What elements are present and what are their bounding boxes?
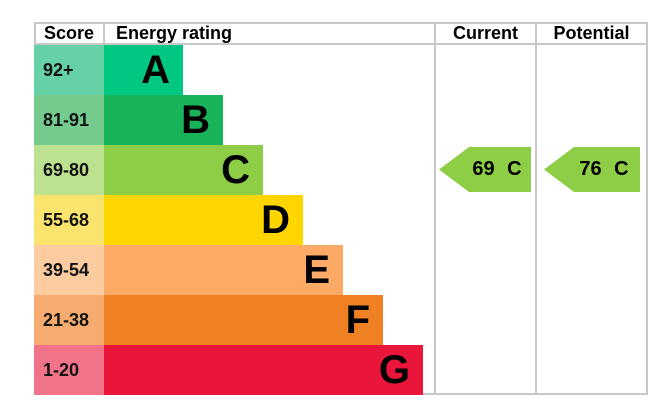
table-right-border bbox=[646, 22, 648, 395]
band-row-f: 21-38 F bbox=[34, 295, 648, 345]
table-top-border bbox=[34, 22, 648, 24]
header-score: Score bbox=[43, 23, 95, 43]
band-row-d: 55-68 D bbox=[34, 195, 648, 245]
band-letter-d: D bbox=[261, 198, 290, 242]
band-bar-e: E bbox=[104, 245, 343, 295]
score-range-d: 55-68 bbox=[34, 195, 104, 245]
band-letter-f: F bbox=[345, 298, 370, 342]
potential-rating-label: 76 C bbox=[579, 158, 629, 180]
band-row-b: 81-91 B bbox=[34, 95, 648, 145]
score-rating-divider bbox=[103, 22, 105, 45]
header-energy-rating: Energy rating bbox=[116, 23, 233, 43]
score-range-b: 81-91 bbox=[34, 95, 104, 145]
band-letter-e: E bbox=[303, 248, 330, 292]
score-range-a: 92+ bbox=[34, 45, 104, 95]
band-bar-f: F bbox=[104, 295, 383, 345]
band-row-a: 92+ A bbox=[34, 45, 648, 95]
band-bar-c: C bbox=[104, 145, 263, 195]
band-letter-a: A bbox=[141, 48, 170, 92]
header-underline bbox=[34, 43, 648, 45]
potential-column-divider bbox=[535, 22, 537, 395]
score-range-g: 1-20 bbox=[34, 345, 104, 395]
current-column-divider bbox=[434, 22, 436, 395]
current-rating-label: 69 C bbox=[472, 158, 522, 180]
band-letter-c: C bbox=[221, 148, 250, 192]
band-letter-b: B bbox=[181, 98, 210, 142]
header-potential: Potential bbox=[553, 23, 630, 43]
score-range-e: 39-54 bbox=[34, 245, 104, 295]
band-bar-g: G bbox=[104, 345, 423, 395]
header-current: Current bbox=[452, 23, 518, 43]
score-range-c: 69-80 bbox=[34, 145, 104, 195]
band-row-e: 39-54 E bbox=[34, 245, 648, 295]
band-row-g: 1-20 G bbox=[34, 345, 648, 395]
header-left-border bbox=[34, 22, 36, 45]
band-bar-a: A bbox=[104, 45, 183, 95]
band-bar-d: D bbox=[104, 195, 303, 245]
band-bar-b: B bbox=[104, 95, 223, 145]
band-letter-g: G bbox=[378, 348, 410, 392]
band-row-c: 69-80 C bbox=[34, 145, 648, 195]
score-range-f: 21-38 bbox=[34, 295, 104, 345]
